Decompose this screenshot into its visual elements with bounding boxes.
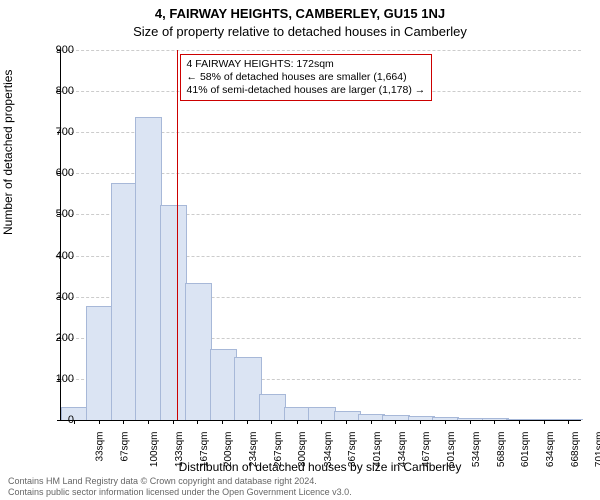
x-tick-mark [420,420,421,424]
x-tick-label: 67sqm [119,432,130,462]
y-tick-label: 600 [44,167,74,179]
y-tick-label: 800 [44,85,74,97]
x-tick-label: 334sqm [323,432,334,468]
histogram-bar [234,357,261,420]
x-tick-mark [99,420,100,424]
histogram-bar [160,205,187,420]
x-tick-label: 501sqm [446,432,457,468]
footnote-line1: Contains HM Land Registry data © Crown c… [8,476,352,487]
histogram-bar [284,407,311,420]
x-tick-mark [123,420,124,424]
y-tick-label: 0 [44,414,74,426]
y-tick-label: 100 [44,373,74,385]
histogram-bar [185,283,212,420]
x-tick-label: 534sqm [471,432,482,468]
x-tick-mark [470,420,471,424]
y-tick-label: 900 [44,44,74,56]
x-tick-label: 467sqm [421,432,432,468]
chart-title-line1: 4, FAIRWAY HEIGHTS, CAMBERLEY, GU15 1NJ [0,6,600,21]
y-tick-label: 700 [44,126,74,138]
x-tick-label: 701sqm [594,432,600,468]
x-tick-label: 133sqm [174,432,185,468]
y-tick-label: 500 [44,208,74,220]
y-tick-label: 400 [44,250,74,262]
x-tick-mark [297,420,298,424]
histogram-bar [135,117,162,420]
x-tick-label: 668sqm [570,432,581,468]
histogram-bar [210,349,237,420]
x-tick-mark [371,420,372,424]
x-tick-label: 33sqm [94,432,105,462]
x-tick-label: 200sqm [223,432,234,468]
x-tick-mark [544,420,545,424]
figure-root: 4, FAIRWAY HEIGHTS, CAMBERLEY, GU15 1NJ … [0,0,600,500]
x-tick-mark [197,420,198,424]
x-tick-label: 634sqm [545,432,556,468]
annotation-line3: 41% of semi-detached houses are larger (… [187,84,426,97]
x-tick-mark [395,420,396,424]
histogram-bar [334,411,361,420]
grid-line [61,50,581,51]
x-tick-label: 234sqm [249,432,260,468]
histogram-bar [111,183,138,420]
y-tick-label: 300 [44,291,74,303]
x-tick-label: 601sqm [520,432,531,468]
annotation-line1: 4 FAIRWAY HEIGHTS: 172sqm [187,58,426,71]
annotation-line2: ← 58% of detached houses are smaller (1,… [187,71,426,84]
annotation-box: 4 FAIRWAY HEIGHTS: 172sqm← 58% of detach… [180,54,433,101]
x-tick-mark [494,420,495,424]
histogram-bar [308,407,335,420]
histogram-bar [259,394,286,420]
x-tick-mark [321,420,322,424]
x-tick-mark [173,420,174,424]
x-tick-mark [445,420,446,424]
x-tick-mark [247,420,248,424]
x-tick-label: 100sqm [149,432,160,468]
x-tick-label: 434sqm [397,432,408,468]
chart-title-line2: Size of property relative to detached ho… [0,24,600,39]
x-tick-label: 267sqm [273,432,284,468]
x-tick-label: 367sqm [347,432,358,468]
y-axis-label: Number of detached properties [1,70,15,235]
histogram-bar [86,306,113,420]
x-tick-mark [346,420,347,424]
x-tick-label: 568sqm [496,432,507,468]
x-tick-mark [148,420,149,424]
x-tick-label: 167sqm [199,432,210,468]
reference-line [177,50,178,420]
x-tick-mark [519,420,520,424]
footnote-line2: Contains public sector information licen… [8,487,352,498]
x-tick-label: 300sqm [297,432,308,468]
y-tick-label: 200 [44,332,74,344]
x-tick-mark [568,420,569,424]
x-tick-mark [271,420,272,424]
x-tick-mark [222,420,223,424]
footnote: Contains HM Land Registry data © Crown c… [8,476,352,498]
plot-area [60,50,581,421]
x-tick-label: 401sqm [372,432,383,468]
